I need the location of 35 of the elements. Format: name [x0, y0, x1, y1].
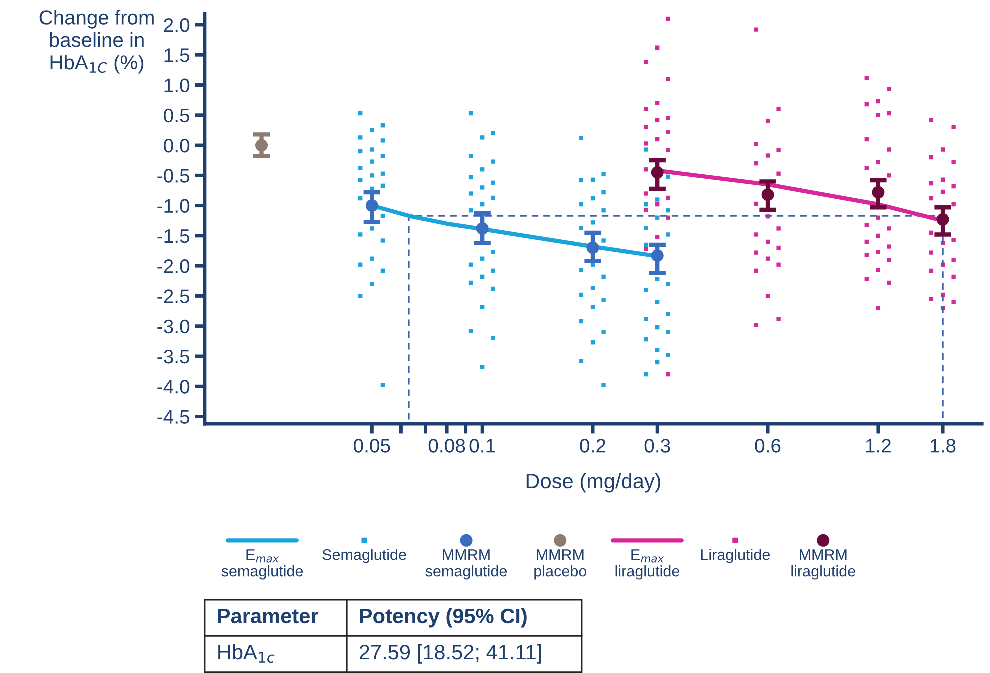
legend-label: MMRM placebo: [534, 550, 587, 580]
x-tick-label: 0.6: [755, 439, 781, 453]
y-tick-label: -3.5: [158, 350, 190, 364]
y-tick-label: -1.0: [158, 199, 190, 214]
y-tick-label: -3.0: [158, 320, 190, 334]
legend-label: MMRM semaglutide: [426, 550, 508, 580]
y-tick-label: 0.0: [164, 138, 190, 153]
y-tick-label: -2.0: [158, 260, 190, 274]
x-tick-label: 0.05: [354, 439, 390, 453]
y-tick-label: -4.0: [158, 380, 190, 394]
legend-label: E$_{max}$ liraglutide: [616, 550, 680, 580]
x-tick-label: 0.08: [428, 439, 466, 453]
y-tick-label: 0.5: [164, 108, 190, 123]
x-axis-title: Dose (mg/day): [526, 473, 661, 493]
y-tick-label: 2.0: [164, 18, 190, 32]
x-tick-label: 0.1: [470, 439, 496, 453]
text: 27.59 [18.52; 41.11]: [360, 644, 542, 664]
x-tick-label: 1.2: [866, 439, 891, 453]
text: Potency (95% CI): [360, 608, 527, 628]
y-tick-label: -1.5: [158, 230, 190, 244]
y-axis-title: Change from baseline in HbA$_{1C}$ (%): [40, 10, 154, 74]
x-tick-label: 0.2: [580, 439, 606, 453]
legend-label: Semaglutide: [322, 549, 406, 564]
y-tick-label: 1.5: [164, 48, 190, 62]
legend-label: MMRM liraglutide: [792, 550, 856, 580]
y-tick-label: -2.5: [158, 290, 190, 304]
legend-label: Liraglutide: [701, 549, 770, 564]
legend-label: E$_{max}$ semaglutide: [222, 550, 304, 580]
x-tick-label: 0.3: [644, 439, 670, 453]
text: HbA$_{1c}$: [218, 644, 275, 664]
y-tick-label: -0.5: [158, 169, 190, 183]
y-tick-label: 1.0: [164, 78, 190, 92]
x-tick-label: 1.8: [931, 439, 956, 453]
y-tick-label: -4.5: [158, 410, 190, 424]
text: Parameter: [218, 609, 318, 624]
